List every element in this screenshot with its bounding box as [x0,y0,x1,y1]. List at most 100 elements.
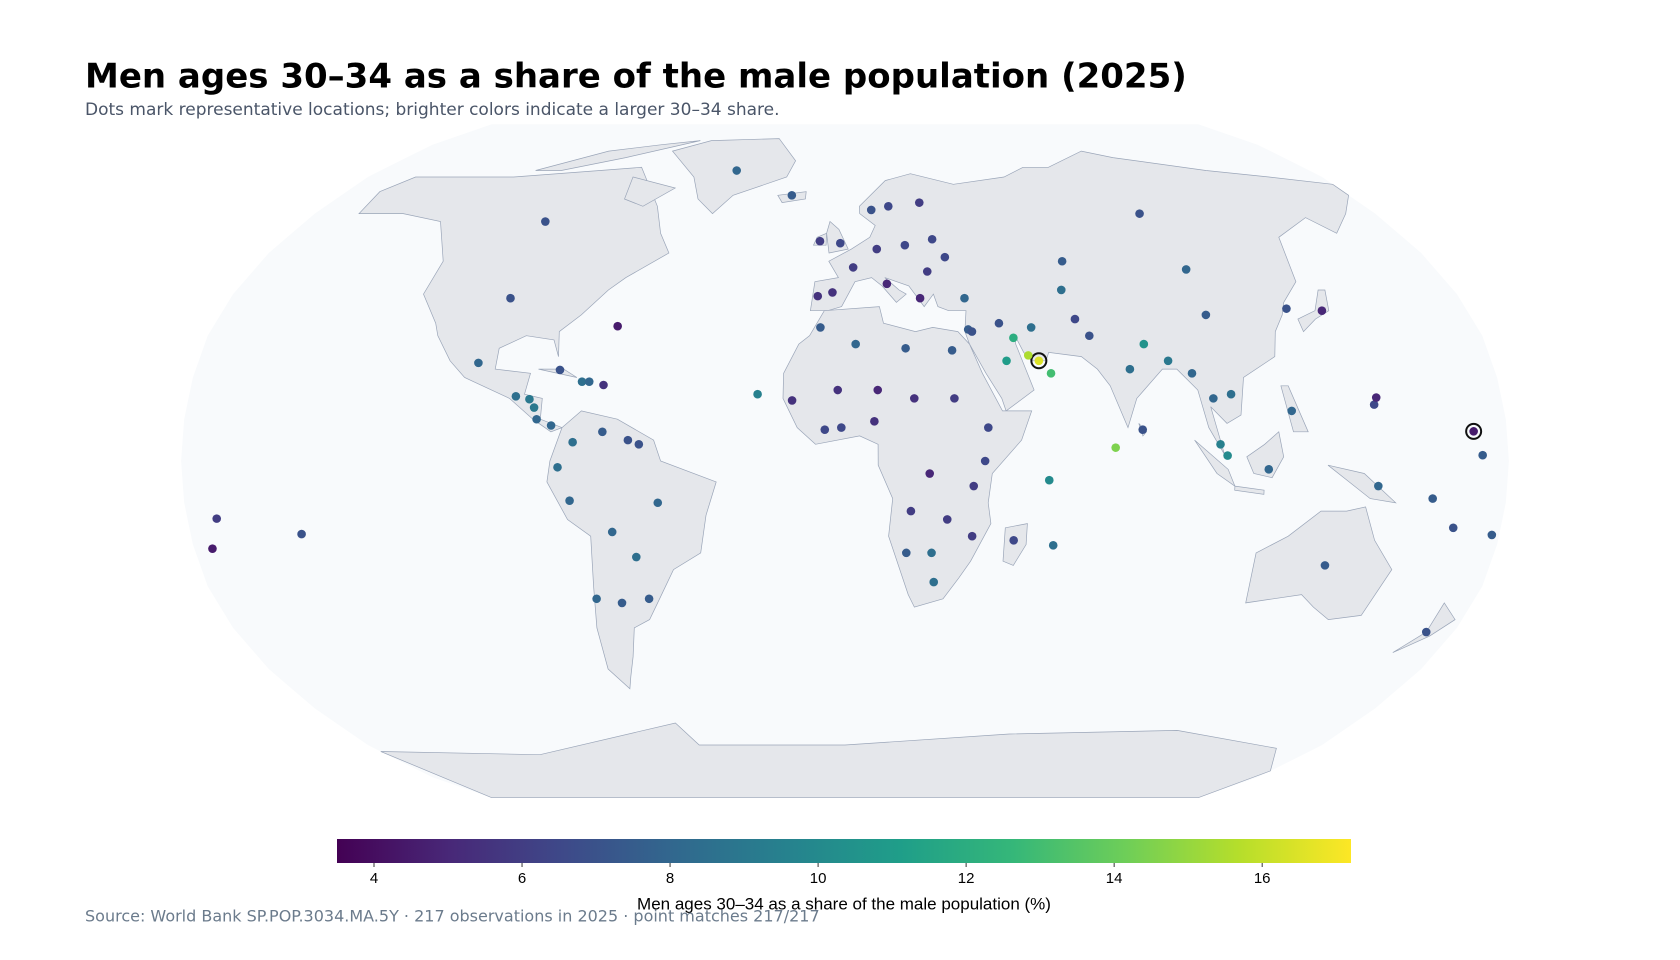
point [902,548,911,558]
point [577,377,587,386]
land [809,150,1349,455]
point [1469,427,1478,436]
point [568,437,577,447]
point [950,394,959,403]
point [208,544,217,553]
colorbar-tick-label: 16 [1254,870,1271,887]
point [1320,561,1330,570]
point [929,577,939,587]
point [901,343,910,353]
point [837,423,846,432]
point [787,396,797,405]
sphere [181,124,1509,798]
point [1009,536,1018,545]
point [546,421,556,430]
point [815,236,825,246]
land [782,306,1033,608]
point [555,365,565,375]
point [1070,314,1080,324]
point [942,515,952,524]
colorbar-tick-label: 14 [1106,870,1123,887]
point [870,417,879,426]
land [1234,485,1265,495]
point [1187,369,1197,378]
point [927,548,936,558]
point [632,552,641,562]
colorbar-tick-label: 10 [810,870,827,887]
point [1057,256,1067,266]
point [1487,530,1497,540]
point [1002,356,1011,366]
point [940,252,950,262]
land [624,176,677,207]
point [212,514,222,523]
point [1056,285,1066,295]
point [1138,425,1148,434]
point [1111,443,1120,452]
land [546,410,717,690]
point [1026,323,1036,332]
point [851,339,860,349]
point [1421,627,1431,637]
point [835,238,845,248]
point [967,327,977,336]
point [732,166,741,175]
point [813,291,823,301]
point [984,423,993,432]
point [297,529,306,539]
land [535,140,701,171]
point [1163,356,1173,366]
point [506,293,515,303]
point [1226,389,1236,399]
point [623,435,633,445]
point [511,391,521,401]
source-note: Source: World Bank SP.POP.3034.MA.5Y · 2… [85,907,820,926]
point [960,293,969,303]
point [1264,465,1274,474]
point [1046,369,1056,378]
point [653,498,663,508]
colorbar-ticks: 4 6 8 10 12 14 16 [370,863,1271,887]
point [1374,481,1383,491]
colorbar-tick-label: 12 [958,870,975,887]
point [525,394,534,404]
point [980,456,990,466]
point [617,598,627,608]
point [909,394,919,403]
point [1135,209,1144,218]
point [1181,265,1191,274]
point [969,481,979,491]
point [599,380,608,390]
point [529,403,539,412]
point [1282,304,1291,313]
points [208,166,1497,637]
point [592,594,601,604]
point [1428,494,1437,503]
point [922,267,932,276]
point [1048,541,1058,550]
point [1125,364,1135,374]
highlight-ring [1030,352,1048,370]
point [1448,523,1458,533]
point [1085,331,1094,341]
point [607,527,617,537]
colorbar [337,839,1351,863]
point [644,594,654,604]
point [787,191,797,200]
point [915,293,925,303]
colorbar-tick-label: 4 [370,870,378,887]
point [532,414,541,424]
map [181,124,1509,799]
land [1246,431,1285,479]
point [906,506,916,516]
colorbar-tick-label: 6 [518,870,526,887]
point [1371,393,1381,402]
point [1287,406,1297,416]
point [474,358,483,368]
point [927,234,937,244]
point [816,323,825,332]
land [671,138,797,215]
point [1216,439,1225,449]
point [1139,339,1149,349]
point [1223,451,1232,460]
